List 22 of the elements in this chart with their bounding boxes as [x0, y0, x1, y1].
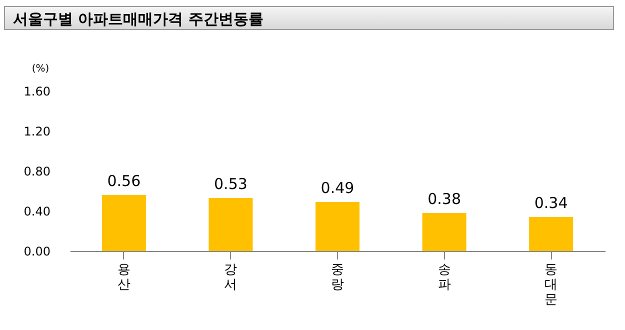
y-tick-label: 0.40 — [24, 204, 50, 218]
bar — [102, 195, 146, 251]
x-tick-label: 용산 — [117, 262, 130, 292]
y-tick-label: 0.80 — [24, 164, 50, 178]
data-label: 0.38 — [428, 190, 461, 208]
x-tick-label: 중랑 — [331, 262, 344, 292]
x-tick-label: 동대문 — [544, 262, 558, 308]
bar — [529, 217, 574, 251]
x-tick-label: 강서 — [224, 262, 238, 292]
data-label: 0.56 — [107, 172, 141, 190]
data-label: 0.49 — [320, 179, 354, 197]
bar — [422, 213, 466, 251]
y-tick-label: 0.00 — [24, 244, 50, 258]
data-label: 0.53 — [214, 175, 248, 193]
x-tick-label: 송파 — [438, 262, 451, 292]
data-label: 0.34 — [534, 194, 568, 212]
bar — [316, 202, 360, 251]
bar — [208, 198, 253, 251]
y-tick-label: 1.20 — [24, 124, 50, 138]
y-tick-label: 1.60 — [24, 84, 50, 98]
chart-title: 서울구별 아파트매매가격 주간변동률 — [4, 6, 614, 30]
y-axis-title: (%) — [32, 64, 50, 74]
